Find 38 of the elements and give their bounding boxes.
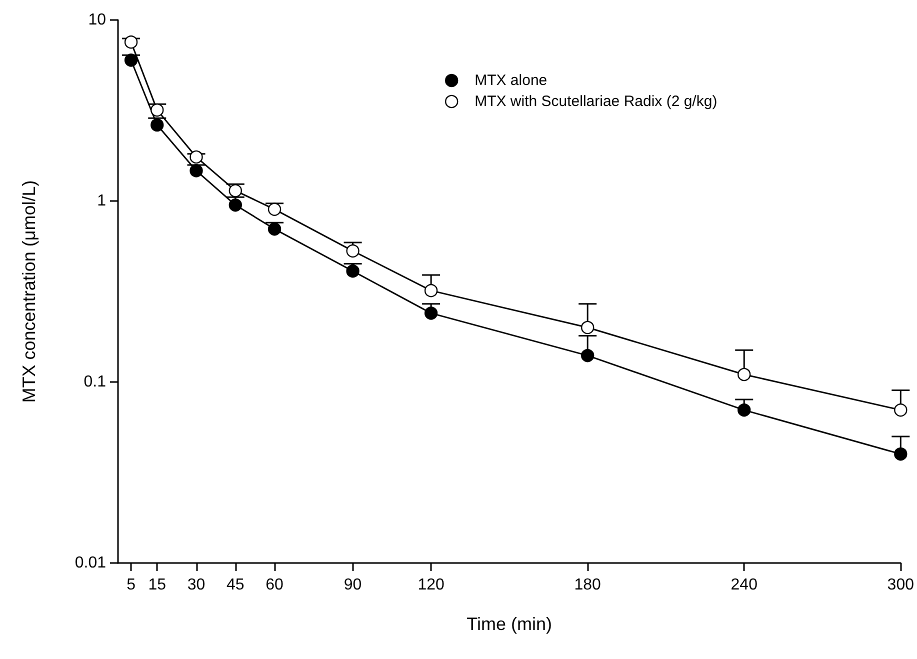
x-tick-label: 45 <box>226 576 244 594</box>
point <box>346 264 360 278</box>
x-tick-label: 30 <box>187 576 206 594</box>
y-tick-label: 0.1 <box>84 374 106 390</box>
x-tick-label: 15 <box>148 576 166 594</box>
point <box>228 184 242 198</box>
point <box>424 284 438 298</box>
x-tick-label: 90 <box>344 576 362 594</box>
legend-label: MTX alone <box>474 72 548 89</box>
point <box>894 403 908 417</box>
y-tick-label: 0.01 <box>74 554 106 572</box>
x-tick-label: 5 <box>126 576 136 594</box>
point <box>124 54 138 67</box>
point <box>581 320 594 334</box>
point <box>268 202 282 216</box>
x-tick-label: 120 <box>418 576 445 594</box>
x-tick-label: 180 <box>574 576 602 594</box>
point <box>738 403 751 417</box>
point <box>268 222 282 236</box>
point <box>150 103 164 117</box>
point <box>124 35 138 49</box>
y-tick-label: 10 <box>88 12 106 28</box>
y-tick-label: 1 <box>97 192 106 210</box>
point <box>424 306 438 320</box>
point <box>228 198 242 212</box>
point <box>894 447 908 461</box>
x-tick-label: 60 <box>266 576 284 594</box>
x-tick-label: 300 <box>887 576 914 594</box>
x-axis-title: Time (min) <box>466 614 552 634</box>
y-axis-title: MTX concentration (μmol/L) <box>19 180 39 403</box>
point <box>738 368 751 382</box>
x-tick-label: 240 <box>730 576 758 594</box>
point <box>190 164 203 178</box>
point <box>346 244 360 258</box>
point <box>581 348 594 362</box>
point <box>190 150 203 164</box>
legend-label: MTX with Scutellariae Radix (2 g/kg) <box>474 93 718 110</box>
point <box>150 118 164 132</box>
